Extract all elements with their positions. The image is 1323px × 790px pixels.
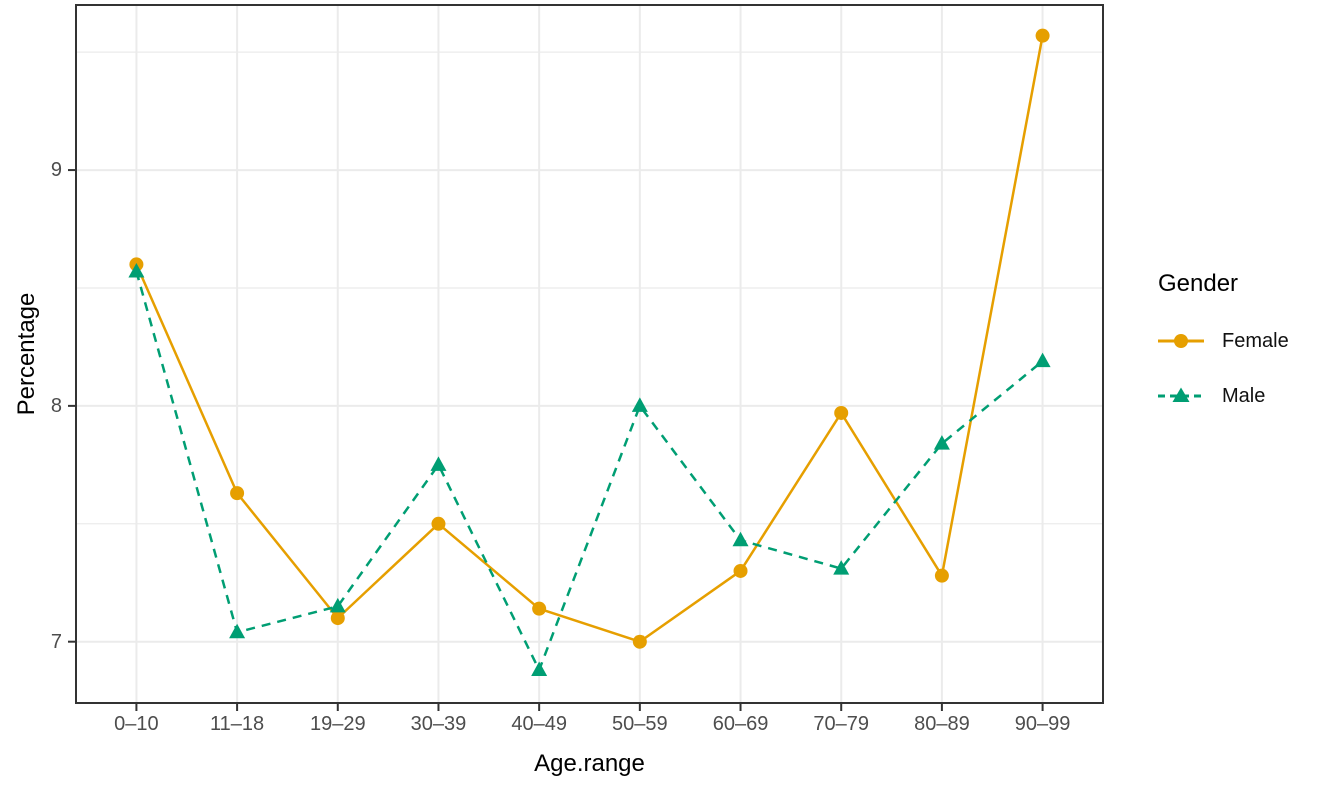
- female-point-marker: [230, 486, 245, 501]
- male-point-marker: [128, 262, 145, 278]
- x-tick-label: 30–39: [410, 713, 467, 735]
- female-line-circle-key-icon: [1158, 334, 1204, 348]
- male-point-marker: [229, 623, 246, 639]
- female-point-marker: [532, 601, 547, 616]
- x-tick-label: 90–99: [1014, 713, 1071, 735]
- female-point-marker: [733, 563, 748, 578]
- female-point-marker: [934, 568, 949, 583]
- male-point-marker: [933, 435, 950, 450]
- male-point-marker: [531, 661, 548, 676]
- panel-border: [75, 4, 1104, 704]
- x-tick-label: 80–89: [914, 713, 970, 735]
- x-tick-label: 19–29: [309, 713, 366, 735]
- x-axis-title: Age.range: [534, 750, 645, 777]
- female-point-marker: [632, 634, 647, 649]
- y-tick-label: 8: [50, 394, 62, 417]
- legend-item-male: Male: [1158, 383, 1318, 409]
- x-tick-label: 0–10: [114, 713, 159, 735]
- female-point-marker: [330, 611, 345, 626]
- male-point-marker: [631, 397, 648, 412]
- y-axis-title: Percentage: [13, 292, 40, 416]
- legend-label-female: Female: [1222, 329, 1289, 352]
- female-point-marker: [431, 516, 446, 531]
- female-point-marker: [1035, 28, 1050, 43]
- x-tick-label: 11–18: [210, 713, 265, 735]
- y-tick-label: 9: [50, 159, 62, 182]
- legend-label-male: Male: [1222, 384, 1266, 407]
- male-point-marker: [329, 597, 346, 613]
- female-point-marker: [834, 405, 849, 420]
- x-tick-label: 70–79: [813, 713, 870, 735]
- x-tick-label: 60–69: [712, 713, 769, 735]
- legend-item-female: Female: [1158, 328, 1318, 354]
- male-point-marker: [732, 531, 749, 547]
- male-point-marker: [833, 560, 850, 575]
- legend: Gender Female Male: [1158, 270, 1318, 438]
- male-line-triangle-key-icon: [1158, 387, 1204, 402]
- male-point-marker: [430, 456, 447, 471]
- male-point-marker: [1034, 352, 1051, 368]
- y-tick-label: 7: [50, 630, 62, 653]
- x-tick-label: 50–59: [612, 713, 668, 735]
- legend-title: Gender: [1158, 270, 1239, 297]
- female-line: [135, 35, 1044, 643]
- panel-background: [76, 5, 1103, 703]
- x-tick-label: 40–49: [511, 713, 567, 735]
